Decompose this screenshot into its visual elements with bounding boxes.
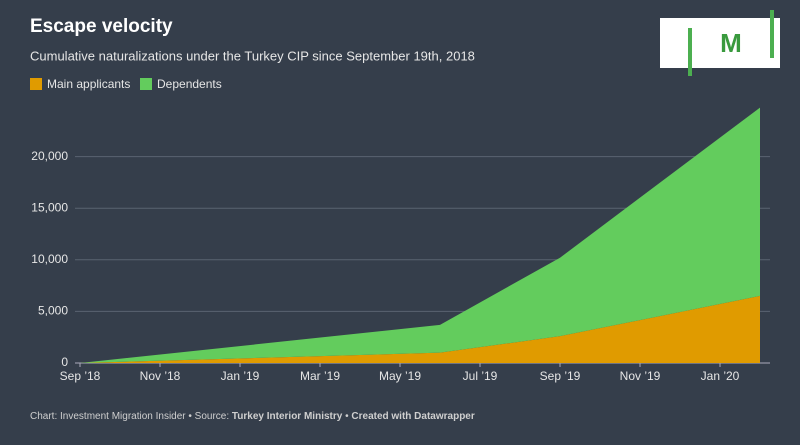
x-tick-label: Sep ’19 xyxy=(540,369,581,383)
logo-bar xyxy=(770,10,774,58)
x-tick-label: Nov ’18 xyxy=(140,369,181,383)
footer-credit: Chart: Investment Migration Insider • So… xyxy=(30,411,232,422)
legend-swatch xyxy=(30,78,42,90)
area xyxy=(80,107,760,363)
legend-swatch xyxy=(140,78,152,90)
chart-subtitle: Cumulative naturalizations under the Tur… xyxy=(30,48,475,63)
y-tick-label: 5,000 xyxy=(38,304,68,318)
y-tick-label: 20,000 xyxy=(31,149,68,163)
chart-title: Escape velocity xyxy=(30,16,173,37)
x-tick-label: Nov ’19 xyxy=(620,369,661,383)
legend-label: Dependents xyxy=(157,77,222,91)
logo-bar xyxy=(688,28,692,76)
x-tick-label: Jul ’19 xyxy=(463,369,498,383)
x-tick-label: Jan ’19 xyxy=(221,369,260,383)
x-tick-label: Mar ’19 xyxy=(300,369,340,383)
y-tick-label: 0 xyxy=(61,355,68,369)
x-tick-label: Jan ’20 xyxy=(701,369,740,383)
footer-source: Turkey Interior Ministry xyxy=(232,411,343,422)
y-tick-label: 10,000 xyxy=(31,252,68,266)
legend-label: Main applicants xyxy=(47,77,130,91)
x-tick-label: May ’19 xyxy=(379,369,421,383)
footer: Chart: Investment Migration Insider • So… xyxy=(30,411,475,422)
y-tick-label: 15,000 xyxy=(31,200,68,214)
logo-text: M xyxy=(720,28,742,58)
footer-sep: • xyxy=(342,411,351,422)
x-tick-label: Sep ’18 xyxy=(60,369,101,383)
footer-tool: Created with Datawrapper xyxy=(351,411,474,422)
logo-box xyxy=(660,18,780,68)
area xyxy=(80,295,760,363)
logo: M xyxy=(660,10,780,76)
